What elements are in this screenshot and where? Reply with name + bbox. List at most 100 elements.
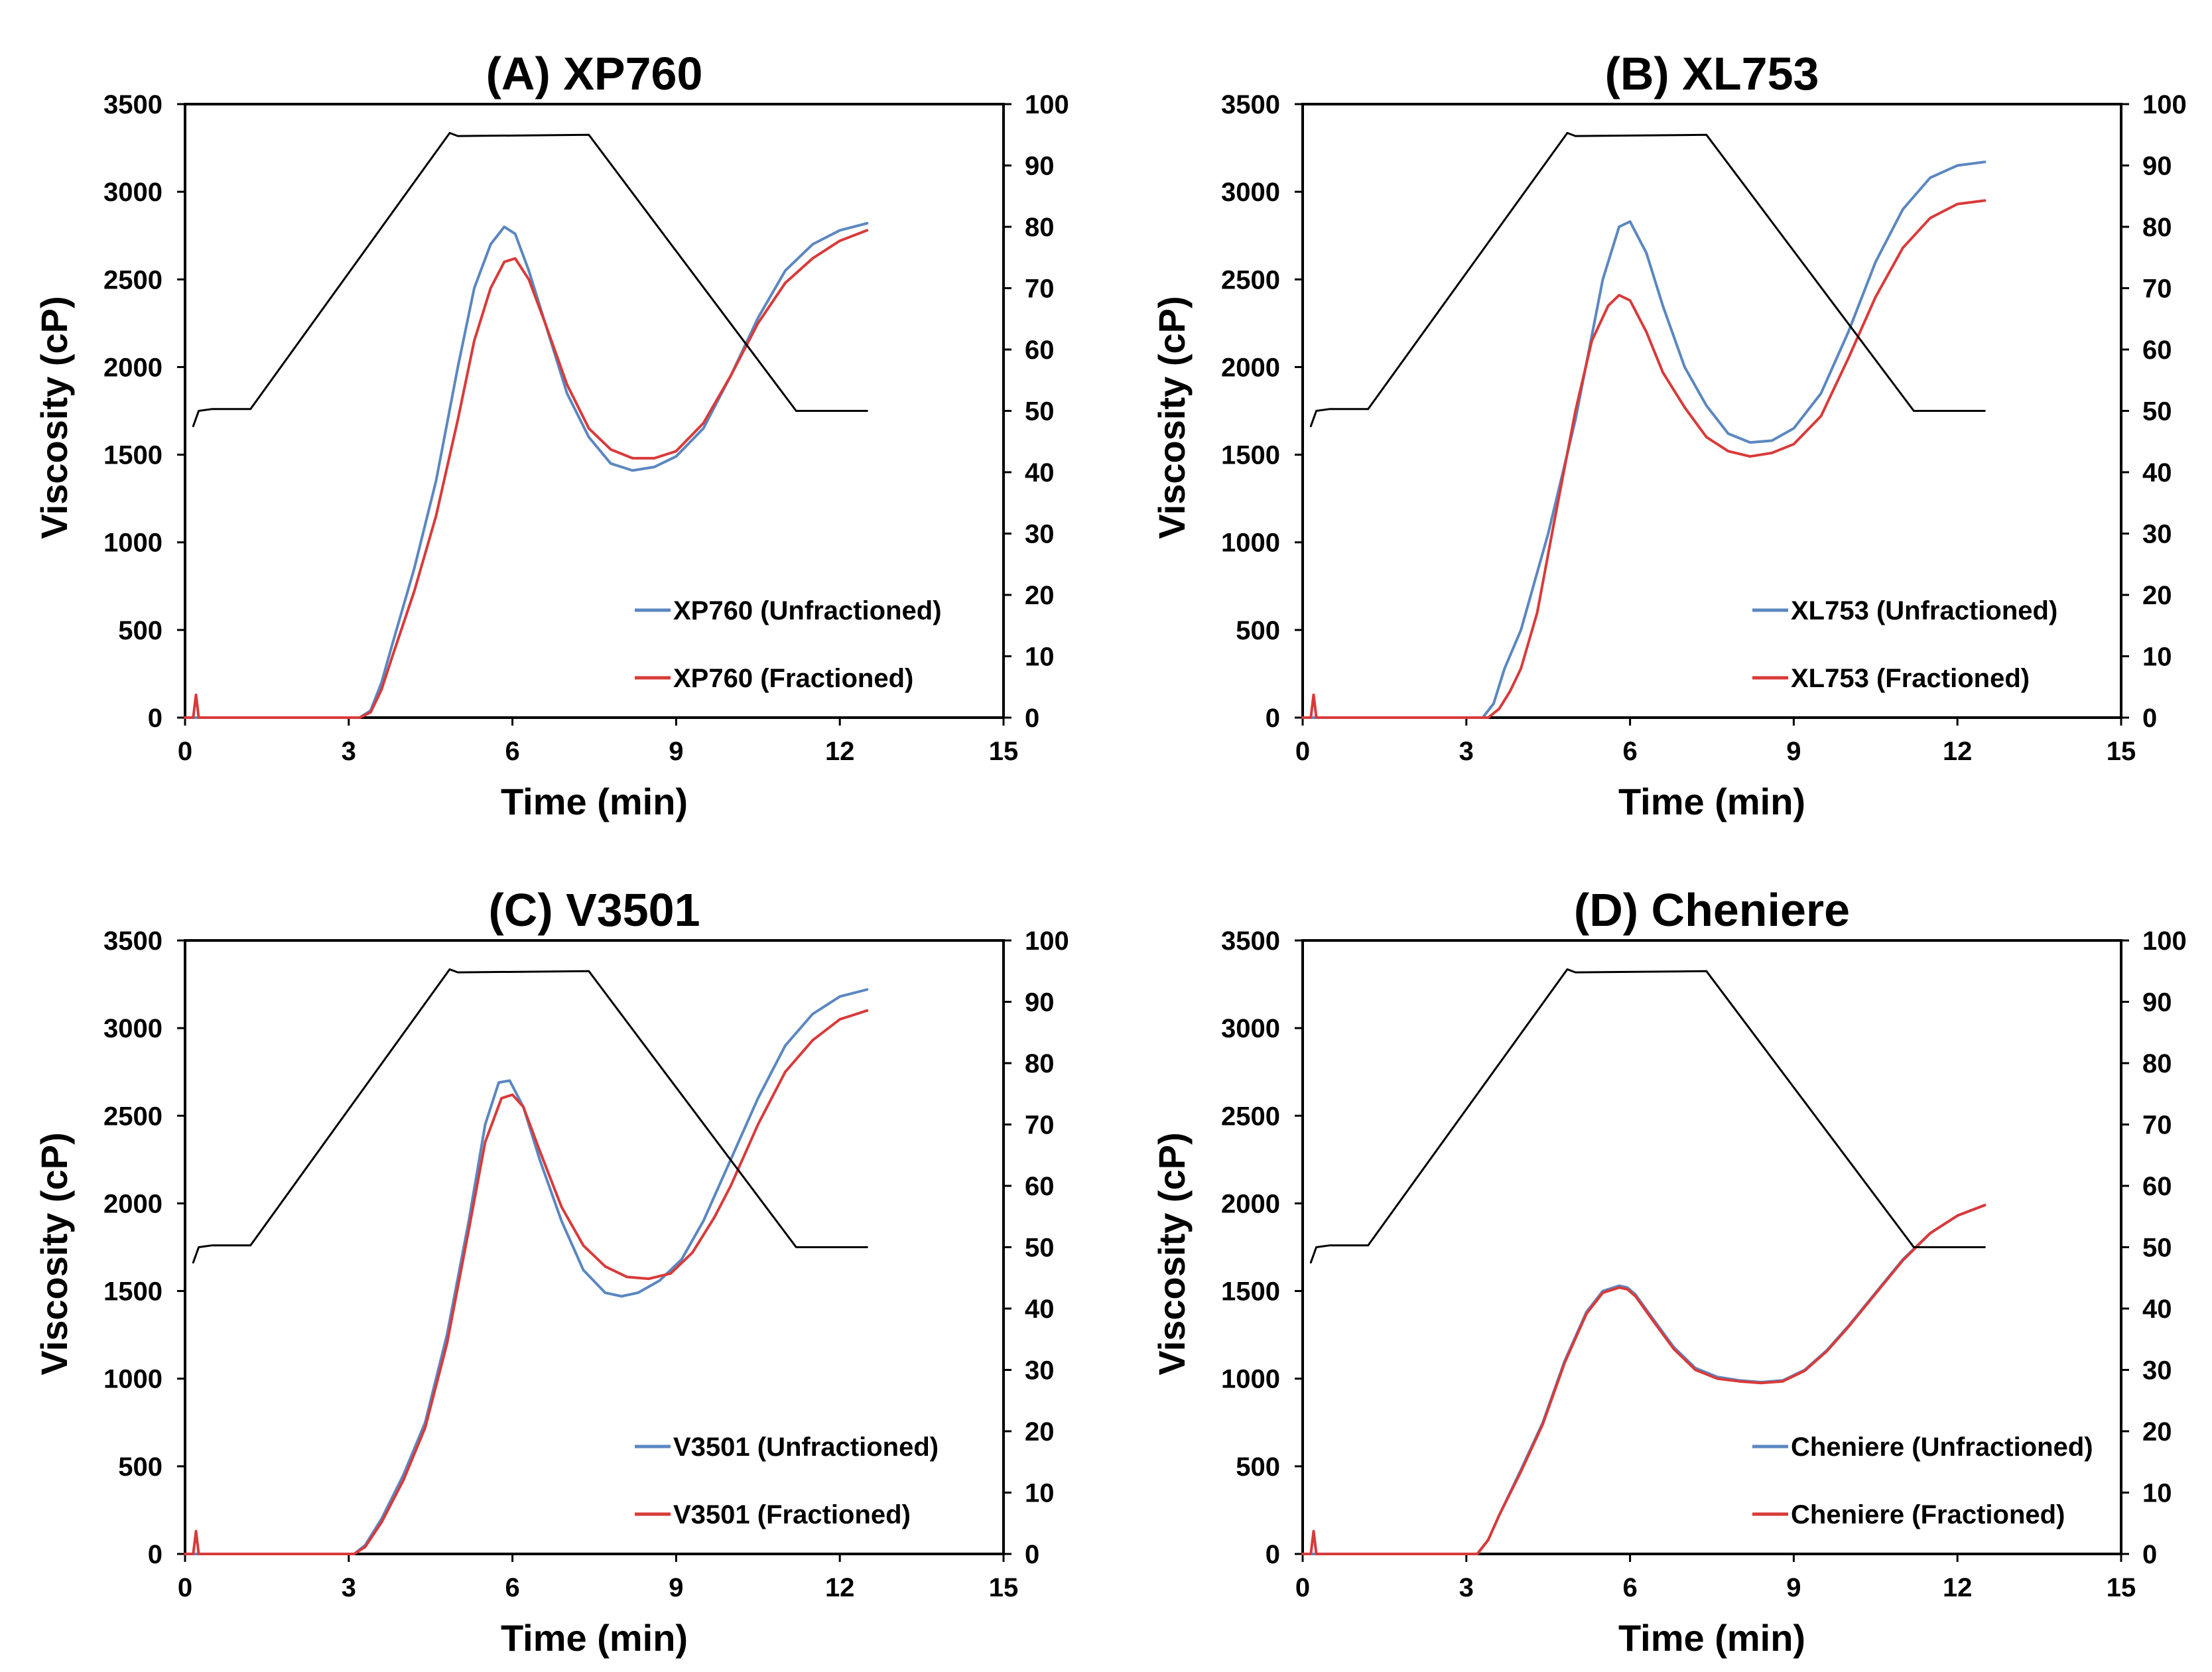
chart-2-legend-label: V3501 (Fractioned) — [673, 1500, 911, 1529]
chart-3-series-fractioned-line — [1301, 1204, 1986, 1555]
chart-3-y-tick-label: 3500 — [1221, 927, 1280, 956]
chart-3-y-tick-label: 1500 — [1221, 1277, 1280, 1307]
chart-0-x-tick-label: 12 — [825, 737, 855, 766]
chart-1-x-tick-label: 3 — [1459, 737, 1474, 766]
chart-2-y-tick-label: 0 — [148, 1540, 163, 1569]
chart-1-legend: XL753 (Unfractioned) XL753 (Fractioned) — [1752, 596, 2057, 693]
chart-3-y-tick-label: 2000 — [1221, 1189, 1280, 1218]
chart-3-legend: Cheniere (Unfractioned) Cheniere (Fractio… — [1752, 1433, 2093, 1529]
chart-3-series-temperature-line — [1309, 968, 1986, 1264]
chart-1-y2-tick-label: 0 — [2142, 704, 2157, 733]
chart-3-y-tick-label: 500 — [1236, 1452, 1280, 1482]
chart-0-y-tick-label: 3500 — [103, 90, 163, 119]
chart-3-y2-tick-label: 30 — [2142, 1356, 2172, 1385]
chart-1-y-tick-label: 1500 — [1221, 441, 1280, 470]
chart-2-legend-label: V3501 (Unfractioned) — [673, 1433, 939, 1462]
chart-0-y-axis-label: Viscosity (cP) — [33, 296, 75, 539]
chart-2-title: (C) V3501 — [488, 884, 700, 936]
chart-0-y2-tick-label: 0 — [1025, 704, 1039, 733]
chart-1-x-tick-label: 0 — [1295, 737, 1310, 766]
chart-1-y-tick-label: 0 — [1266, 704, 1280, 733]
chart-2-y2-tick-label: 70 — [1025, 1111, 1055, 1140]
chart-2-y-tick-label: 2500 — [103, 1102, 163, 1131]
chart-2-y2-tick-label: 90 — [1025, 988, 1055, 1017]
chart-3-x-axis-label: Time (min) — [1618, 1617, 1805, 1659]
chart-3-y-axis-label: Viscosity (cP) — [1151, 1132, 1193, 1375]
chart-1-y2-tick-label: 80 — [2142, 213, 2172, 242]
chart-0-y2-tick-label: 90 — [1025, 152, 1055, 181]
chart-1-legend-label: XL753 (Unfractioned) — [1791, 596, 2057, 625]
chart-2-y2-tick-label: 100 — [1025, 927, 1069, 956]
chart-1-x-tick-label: 9 — [1786, 737, 1801, 766]
chart-0-y2-tick-label: 40 — [1025, 458, 1055, 487]
chart-0-y-tick-label: 1500 — [103, 441, 163, 470]
chart-1-y-tick-label: 3000 — [1221, 178, 1280, 207]
chart-2-series-temperature-line — [192, 968, 868, 1264]
chart-1-y2-tick-label: 20 — [2142, 581, 2172, 610]
chart-3-y2-tick-label: 20 — [2142, 1417, 2172, 1447]
chart-0-legend-label: XP760 (Fractioned) — [673, 664, 913, 693]
chart-2-y2-tick-label: 40 — [1025, 1295, 1055, 1324]
chart-1-series-fractioned-line — [1301, 199, 1986, 719]
chart-2-y-tick-label: 3500 — [103, 927, 163, 956]
chart-2-y-tick-label: 1500 — [103, 1277, 163, 1307]
chart-3-y2-tick-label: 80 — [2142, 1049, 2172, 1078]
chart-2-y2-tick-label: 10 — [1025, 1479, 1055, 1508]
chart-0-x-tick-label: 0 — [178, 737, 192, 766]
chart-0-y2-tick-label: 10 — [1025, 643, 1055, 672]
chart-3-plot-frame — [1301, 939, 2122, 1555]
chart-1-series-temperature-line — [1309, 132, 1986, 428]
chart-0-y-tick-label: 1000 — [103, 529, 163, 558]
chart-2-x-tick-label: 3 — [342, 1573, 356, 1602]
chart-3-y2-tick-label: 10 — [2142, 1479, 2172, 1508]
chart-3-x-tick-label: 0 — [1295, 1573, 1310, 1602]
chart-0-series-temperature-line — [192, 132, 868, 428]
chart-2-y2-tick-label: 50 — [1025, 1234, 1055, 1263]
chart-0-legend-label: XP760 (Unfractioned) — [673, 596, 942, 625]
chart-3-x-tick-label: 9 — [1786, 1573, 1801, 1602]
chart-0-title: (A) XP760 — [486, 48, 703, 99]
chart-0-x-tick-label: 9 — [669, 737, 683, 766]
chart-3-y-tick-label: 3000 — [1221, 1014, 1280, 1043]
chart-0-x-tick-label: 3 — [342, 737, 356, 766]
chart-1-title: (B) XL753 — [1605, 48, 1819, 99]
chart-2-x-tick-label: 9 — [669, 1573, 683, 1602]
chart-1-y2-tick-label: 100 — [2142, 90, 2187, 119]
chart-1-x-axis-label: Time (min) — [1618, 781, 1805, 822]
chart-1-y2-tick-label: 40 — [2142, 458, 2172, 487]
chart-1-series-unfractioned-line — [1301, 161, 1986, 719]
chart-0-y2-tick-label: 80 — [1025, 213, 1055, 242]
chart-2-series-unfractioned-line — [184, 988, 869, 1555]
chart-1-y-tick-label: 500 — [1236, 616, 1280, 645]
chart-0-series-unfractioned-line — [184, 222, 869, 719]
chart-3-x-tick-label: 3 — [1459, 1573, 1474, 1602]
chart-2-series-fractioned-line — [184, 1009, 869, 1555]
chart-3-legend-label: Cheniere (Fractioned) — [1791, 1500, 2065, 1529]
chart-3-y-tick-label: 1000 — [1221, 1365, 1280, 1394]
chart-2-y-tick-label: 500 — [118, 1452, 163, 1482]
chart-1-y-tick-label: 2500 — [1221, 265, 1280, 294]
chart-2-y-tick-label: 2000 — [103, 1189, 163, 1218]
chart-0-legend: XP760 (Unfractioned) XP760 (Fractioned) — [635, 596, 942, 693]
chart-3-x-tick-label: 6 — [1622, 1573, 1637, 1602]
chart-0-plot-frame — [184, 103, 1005, 719]
chart-0-y2-tick-label: 60 — [1025, 336, 1055, 365]
chart-3-y2-tick-label: 70 — [2142, 1111, 2172, 1140]
chart-1-y2-tick-label: 30 — [2142, 520, 2172, 549]
chart-2-y-axis-label: Viscosity (cP) — [33, 1132, 75, 1375]
chart-2-y2-tick-label: 20 — [1025, 1417, 1055, 1447]
chart-1-x-tick-label: 6 — [1622, 737, 1637, 766]
chart-3-x-tick-label: 12 — [1943, 1573, 1973, 1602]
chart-1-x-tick-label: 15 — [2107, 737, 2136, 766]
chart-2-plot-frame — [184, 939, 1005, 1555]
chart-1-legend-label: XL753 (Fractioned) — [1791, 664, 2030, 693]
chart-0-y2-tick-label: 70 — [1025, 275, 1055, 304]
chart-1-y-tick-label: 2000 — [1221, 353, 1280, 382]
chart-2-y2-tick-label: 0 — [1025, 1540, 1039, 1569]
chart-1-y2-tick-label: 10 — [2142, 643, 2172, 672]
chart-2-x-tick-label: 0 — [178, 1573, 192, 1602]
